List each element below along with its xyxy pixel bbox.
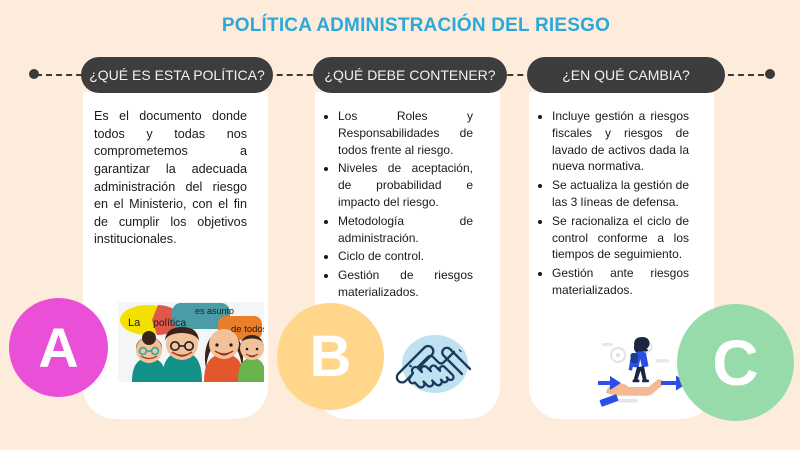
svg-text:La: La [128, 317, 141, 329]
svg-text:de todos: de todos [231, 324, 264, 335]
svg-text:es asunto: es asunto [195, 306, 234, 316]
